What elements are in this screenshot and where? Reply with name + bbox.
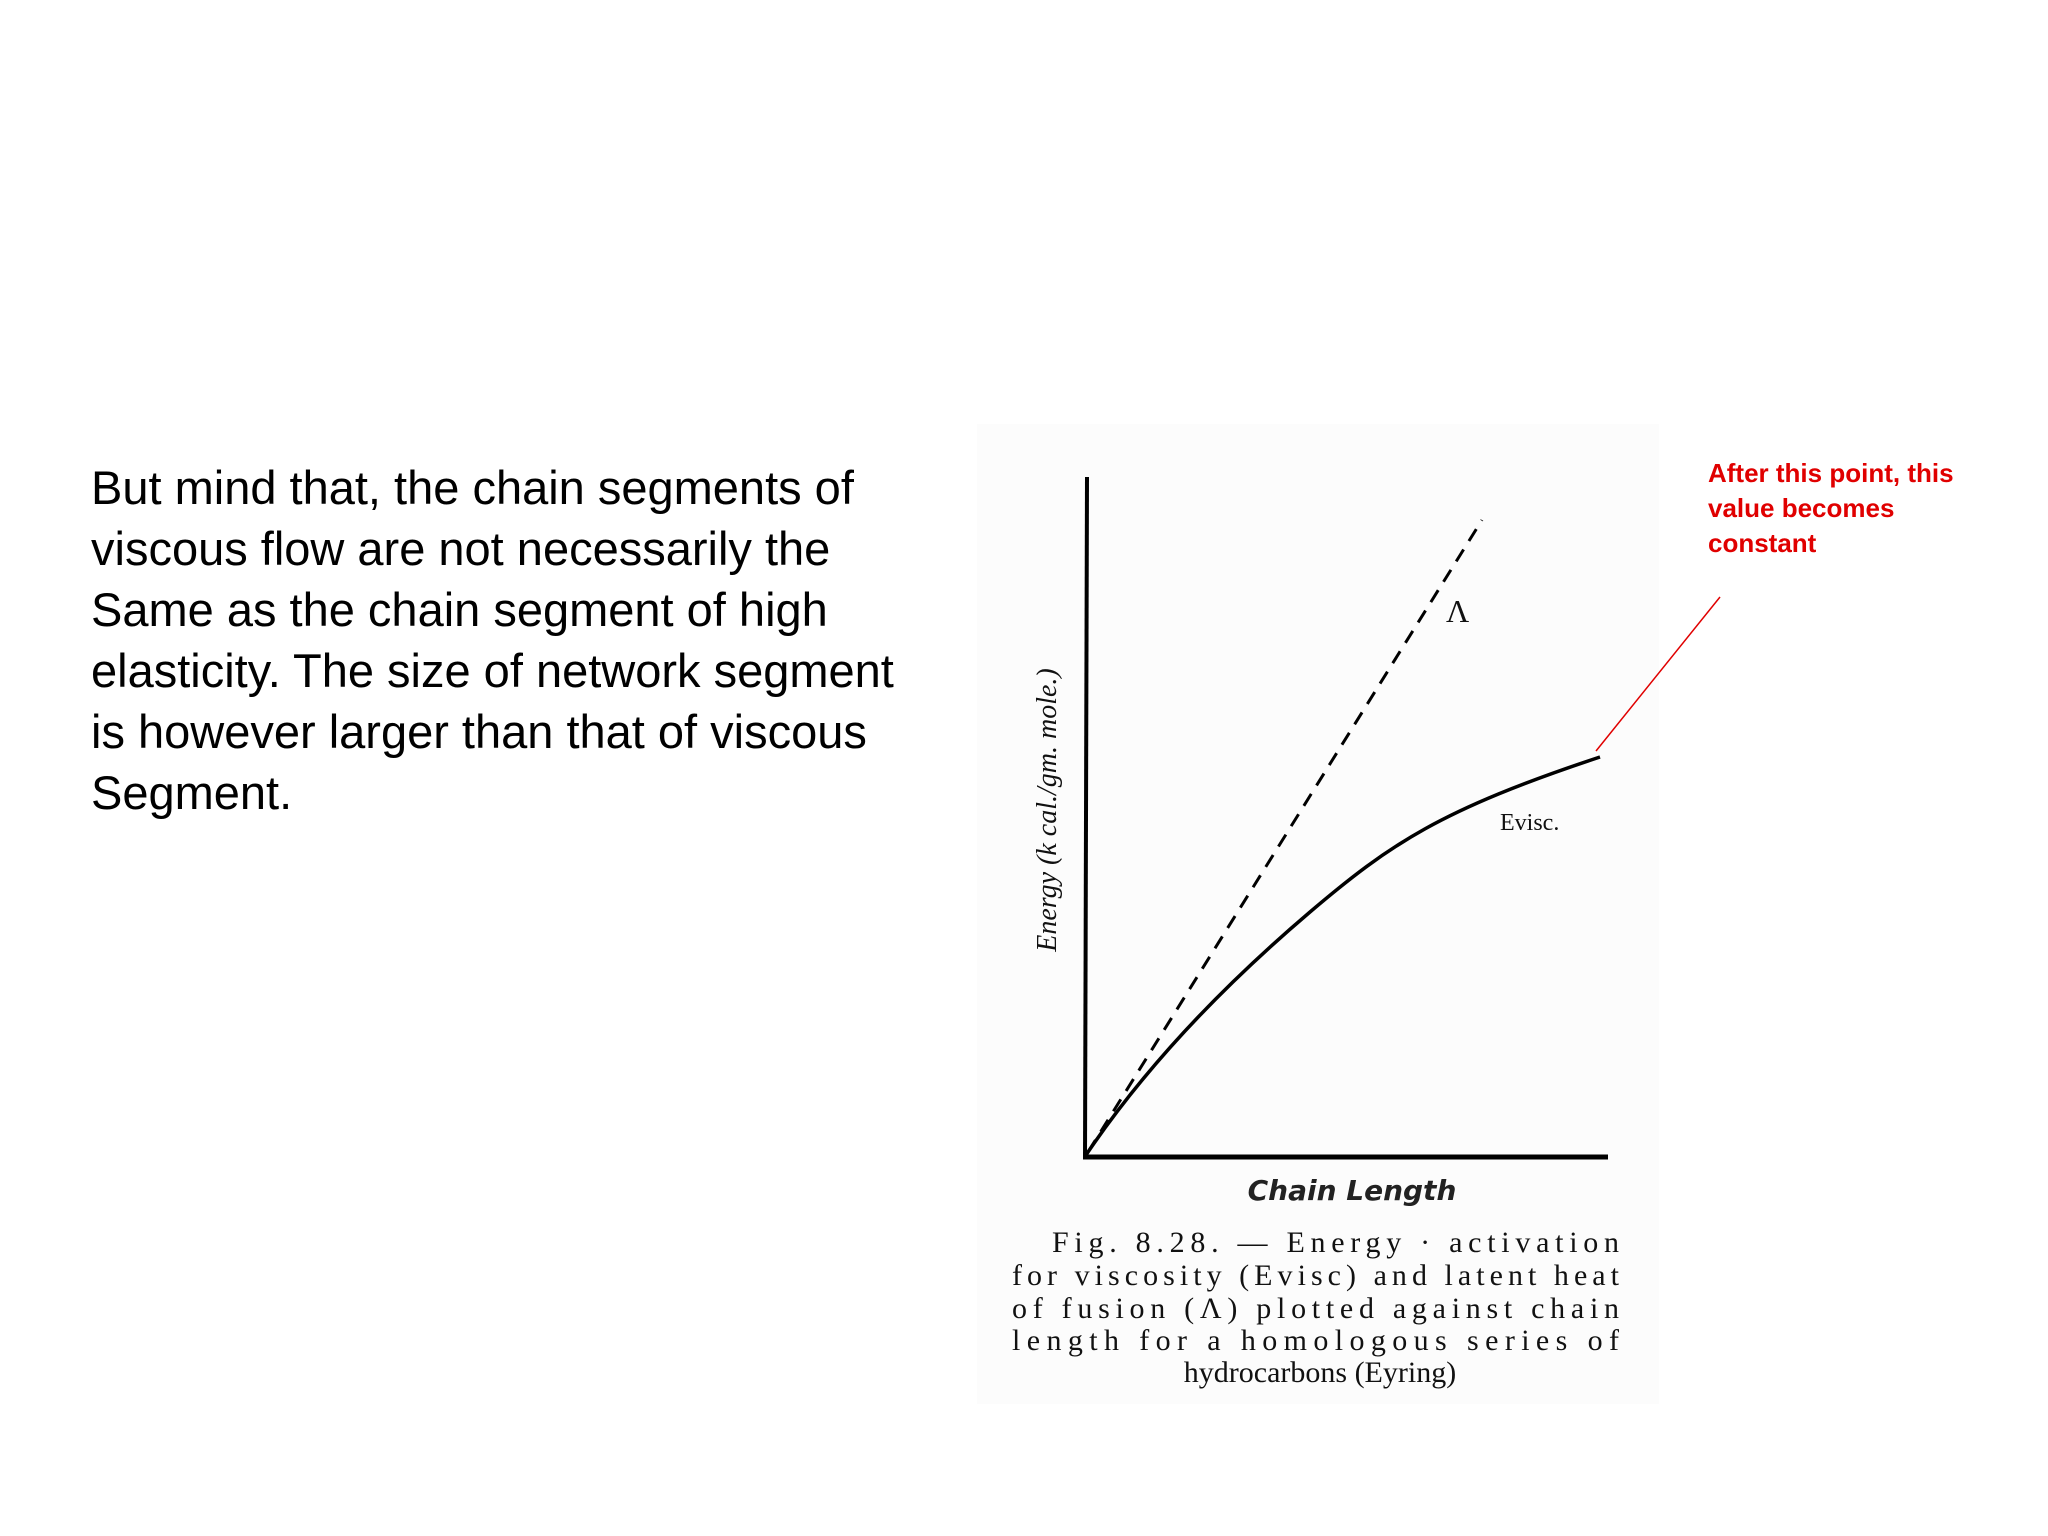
annotation-pointer bbox=[1595, 596, 1721, 752]
y-axis bbox=[1083, 476, 1089, 1159]
annotation-line: constant bbox=[1708, 528, 1817, 558]
figure-scan bbox=[977, 424, 1659, 1404]
annotation-line: value becomes bbox=[1708, 493, 1894, 523]
body-line: viscous flow are not necessarily the bbox=[91, 522, 830, 575]
annotation: After this point, this value becomes con… bbox=[1595, 458, 1954, 752]
x-axis-label: Chain Length bbox=[1248, 1174, 1457, 1207]
caption-line: Fig. 8.28. — Energy · activation bbox=[1052, 1226, 1619, 1259]
evisc-curve bbox=[1084, 755, 1601, 1156]
curve-label: Λ bbox=[1446, 593, 1469, 629]
curve-label: Evisc. bbox=[1500, 810, 1559, 836]
figure: Λ Evisc. Energy (k cal./gm. mole.) Chain… bbox=[977, 424, 1659, 1404]
body-line: Segment. bbox=[91, 766, 292, 819]
caption-line: hydrocarbons (Eyring) bbox=[1184, 1356, 1456, 1389]
lambda-curve bbox=[1086, 519, 1484, 1153]
caption-line: for viscosity (Evisc) and latent heat bbox=[1012, 1259, 1620, 1292]
body-text: But mind that, the chain segments of vis… bbox=[91, 461, 894, 819]
annotation-line: After this point, this bbox=[1708, 458, 1954, 488]
body-line: elasticity. The size of network segment bbox=[91, 644, 894, 697]
y-axis-label: Energy (k cal./gm. mole.) bbox=[1032, 668, 1063, 953]
body-line: Same as the chain segment of high bbox=[91, 583, 828, 636]
caption-line: length for a homologous series of bbox=[1012, 1324, 1619, 1357]
body-line: is however larger than that of viscous bbox=[91, 705, 867, 758]
body-line: But mind that, the chain segments of bbox=[91, 461, 855, 514]
